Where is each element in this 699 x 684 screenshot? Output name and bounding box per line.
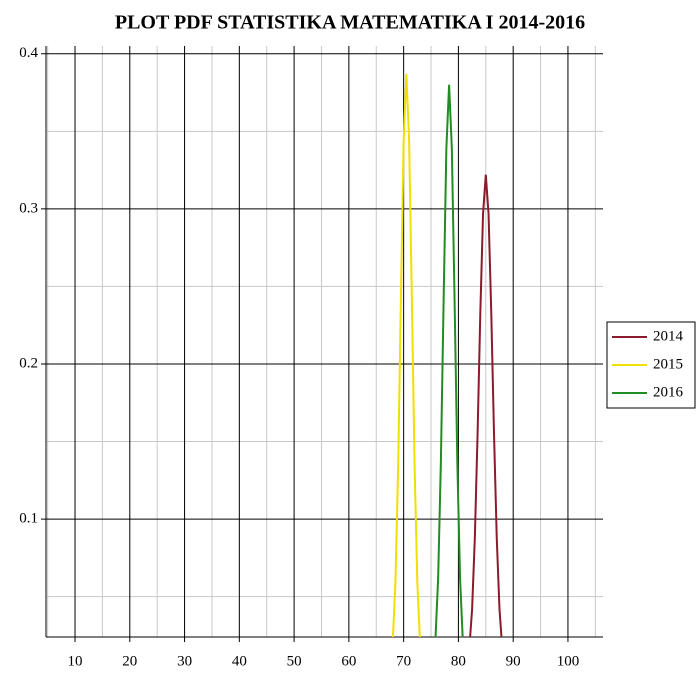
x-tick-label: 100	[557, 653, 580, 669]
y-tick-label: 0.1	[19, 511, 38, 527]
x-tick-label: 70	[396, 653, 411, 669]
legend-label: 2016	[653, 384, 684, 400]
x-tick-label: 50	[287, 653, 302, 669]
x-tick-label: 10	[68, 653, 83, 669]
series-line	[434, 84, 464, 637]
x-tick-label: 40	[232, 653, 247, 669]
series-line	[469, 174, 503, 637]
x-tick-label: 90	[506, 653, 521, 669]
x-tick-label: 80	[451, 653, 466, 669]
x-tick-label: 20	[122, 653, 137, 669]
y-tick-label: 0.4	[19, 45, 38, 61]
plot-area	[391, 73, 503, 637]
y-tick-label: 0.2	[19, 355, 38, 371]
x-tick-label: 30	[177, 653, 192, 669]
legend-label: 2014	[653, 328, 684, 344]
legend-label: 2015	[653, 356, 683, 372]
y-tick-label: 0.3	[19, 200, 38, 216]
chart-title: PLOT PDF STATISTIKA MATEMATIKA I 2014-20…	[115, 12, 585, 34]
x-tick-label: 60	[341, 653, 356, 669]
series-line	[391, 73, 421, 637]
